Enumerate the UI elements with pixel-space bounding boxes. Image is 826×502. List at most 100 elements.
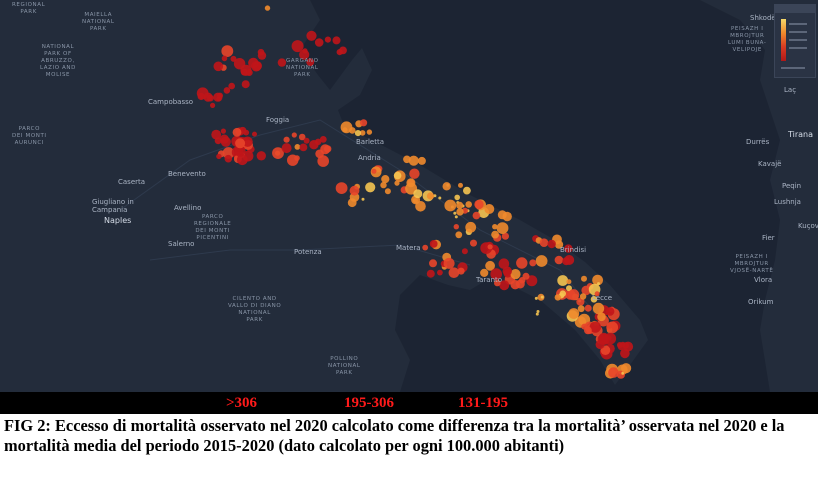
mortality-dot — [256, 151, 266, 161]
mortality-dot — [536, 310, 540, 313]
mortality-dot — [584, 326, 592, 335]
city-label: Campobasso — [148, 98, 194, 106]
mortality-dot — [494, 279, 501, 287]
mortality-dot — [474, 199, 484, 210]
mortality-dot — [221, 45, 234, 57]
mortality-dot — [590, 296, 598, 303]
mortality-dot — [608, 367, 619, 378]
mortality-dot — [534, 296, 538, 300]
road-line — [149, 244, 471, 266]
mortality-dot — [257, 51, 267, 60]
city-label: Lushnja — [774, 198, 801, 206]
mortality-dot — [283, 136, 290, 143]
mortality-dot — [306, 58, 315, 67]
mortality-dot — [291, 40, 304, 53]
mortality-dot — [303, 137, 310, 144]
mortality-dot — [332, 36, 341, 45]
mortality-dot — [224, 154, 233, 163]
mortality-dot — [465, 201, 473, 208]
mortality-dot — [484, 204, 495, 214]
mortality-dot — [496, 222, 509, 235]
city-label: Durrës — [746, 138, 770, 146]
mortality-dot — [621, 363, 632, 374]
mortality-dot — [453, 211, 457, 215]
mortality-dot — [487, 244, 493, 250]
legend-color-ramp — [781, 19, 786, 61]
mortality-dot — [433, 194, 437, 198]
mortality-dot — [234, 145, 246, 157]
mortality-dot — [518, 277, 526, 284]
mortality-dot — [448, 267, 460, 279]
mortality-dot — [559, 290, 566, 297]
legend-header — [775, 5, 815, 13]
mortality-dot — [236, 154, 248, 166]
city-label: Potenza — [294, 248, 322, 256]
city-label: Peqin — [782, 182, 802, 190]
park-label: POLLINO NATIONAL PARK — [328, 356, 361, 376]
mortality-dot — [529, 259, 537, 267]
mortality-dot — [415, 201, 426, 212]
mortality-dot — [298, 133, 306, 141]
mortality-dot — [336, 49, 343, 56]
park-label: PEISAZH I MBROJTUR VJOSË-NARTË — [730, 254, 774, 274]
mortality-dot — [457, 267, 465, 275]
legend-panel[interactable] — [774, 4, 816, 78]
mortality-dot — [277, 58, 287, 67]
mortality-dot — [281, 143, 292, 154]
park-label: CILENTO AND VALLO DI DIANO NATIONAL PARK — [228, 296, 282, 323]
mortality-dot — [595, 340, 605, 350]
map-panel[interactable]: REGIONAL PARK MAIELLA NATIONAL PARK NATI… — [0, 0, 818, 392]
mortality-dot — [342, 127, 348, 133]
mortality-dot — [381, 175, 390, 184]
mortality-dot — [480, 268, 489, 277]
city-label: Benevento — [168, 170, 206, 178]
mortality-dot — [252, 61, 262, 71]
mortality-dot — [456, 201, 464, 209]
city-label: Vlora — [754, 276, 773, 284]
mortality-dot — [361, 197, 365, 201]
mortality-dot — [241, 80, 250, 89]
park-label: PARCO DEI MONTI AURUNCI — [12, 126, 47, 146]
mortality-dot — [535, 255, 548, 267]
mortality-dot — [535, 312, 539, 316]
mortality-dot — [408, 155, 419, 166]
figure-caption: FIG 2: Eccesso di mortalità osservato ne… — [4, 416, 785, 455]
mortality-dot — [577, 305, 585, 313]
mortality-dot — [605, 307, 615, 316]
legend-line — [789, 47, 807, 49]
legend-line — [789, 23, 807, 25]
mortality-dot — [213, 61, 224, 72]
mortality-dot — [455, 231, 463, 239]
mortality-dot — [554, 294, 561, 301]
mortality-dot — [540, 295, 544, 299]
mortality-dot — [510, 269, 521, 280]
mortality-dot — [443, 257, 455, 269]
mortality-dot — [497, 210, 507, 220]
mortality-dot — [437, 269, 443, 276]
park-label: PARCO REGIONALE DEI MONTI PICENTINI — [194, 214, 232, 241]
mortality-dot — [366, 129, 373, 135]
city-label: Tirana — [788, 130, 814, 139]
mortality-dot — [592, 302, 605, 315]
legend-line — [789, 39, 807, 41]
mortality-dot — [406, 178, 416, 188]
city-label: Kuçova — [798, 222, 818, 230]
mortality-dot — [294, 144, 301, 150]
mortality-dot — [456, 208, 464, 216]
mortality-dot — [240, 68, 248, 76]
city-label: Lecce — [592, 294, 613, 302]
mortality-dot — [409, 168, 420, 179]
mortality-dot — [554, 255, 564, 265]
mortality-dot — [562, 257, 571, 266]
mortality-dot — [429, 259, 437, 268]
city-label: Foggia — [266, 116, 290, 124]
mortality-dot — [413, 189, 423, 199]
mortality-dot — [620, 348, 630, 359]
mortality-dot — [616, 342, 623, 348]
mortality-dot — [594, 291, 600, 297]
mortality-dot — [211, 129, 222, 140]
mortality-dot — [422, 244, 429, 251]
mortality-dot — [294, 155, 300, 161]
mortality-dot — [539, 238, 549, 247]
mortality-dot — [461, 248, 468, 255]
